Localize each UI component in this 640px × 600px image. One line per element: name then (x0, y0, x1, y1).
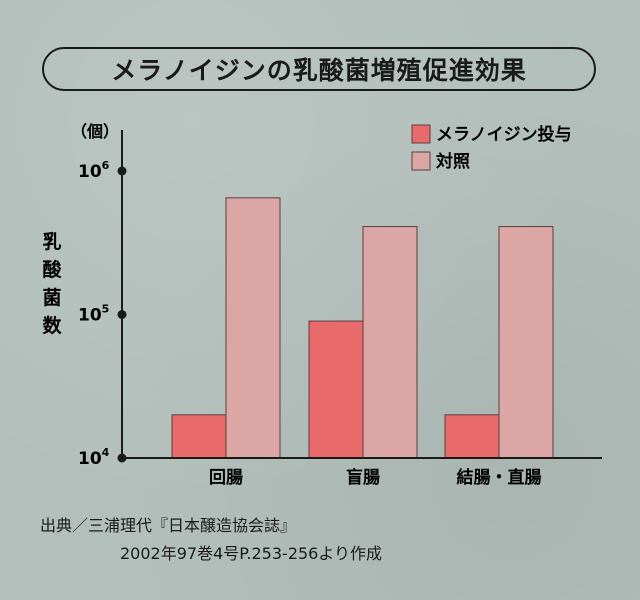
bar-melanoidin (444, 414, 500, 459)
x-tick-label: 結腸・直腸 (457, 467, 542, 488)
y-axis-ticks: 104 105 106 (78, 159, 127, 469)
y-axis-label-char: 乳 (42, 230, 61, 253)
y-axis-label-char: 菌 (42, 286, 61, 309)
x-tick-label: 盲腸 (346, 467, 380, 488)
y-unit-label: （個） (71, 122, 119, 141)
x-tick-label: 回腸 (209, 468, 243, 488)
y-tick-label: 104 (78, 446, 110, 469)
bar-control (362, 226, 418, 459)
bars (171, 197, 554, 459)
legend-swatch (411, 124, 431, 144)
legend-swatch (411, 151, 431, 171)
y-tick-label: 105 (78, 303, 109, 326)
x-axis-labels: 回腸 盲腸 結腸・直腸 (209, 467, 542, 488)
legend-label: メラノイジン投与 (436, 124, 572, 145)
y-axis-label-char: 酸 (42, 258, 62, 281)
chart-title: メラノイジンの乳酸菌増殖促進効果 (42, 47, 596, 91)
legend-label: 対照 (435, 151, 470, 172)
source-line-2: 2002年97巻4号P.253-256より作成 (120, 544, 383, 563)
bar-melanoidin (308, 320, 364, 459)
bar-control (225, 197, 281, 459)
y-tick-label: 106 (78, 159, 110, 182)
bar-control (498, 226, 554, 459)
bar-melanoidin (171, 414, 227, 459)
source-line-1: 出典／三浦理代『日本醸造協会誌』 (40, 516, 297, 535)
y-axis-label-char: 数 (42, 314, 62, 337)
